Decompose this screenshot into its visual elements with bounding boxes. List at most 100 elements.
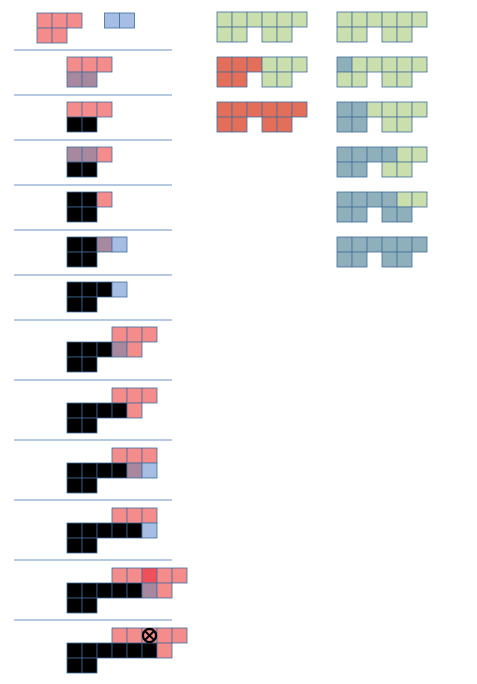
grid-cell [381,251,398,268]
grid-cell [396,71,413,88]
grid-cell [261,116,278,133]
grid-cell [66,537,83,554]
grid-cell [96,522,113,539]
grid-cell [66,191,83,208]
grid-cell [126,507,143,524]
shape-b1 [336,11,428,43]
step-5 [66,191,113,223]
grid-cell [336,206,353,223]
grid-cell [411,11,428,28]
grid-cell [351,191,368,208]
grid-cell [381,146,398,163]
grid-cell [81,146,98,163]
grid-cell [336,26,353,43]
grid-cell [96,191,113,208]
grid-cell [66,101,83,118]
grid-cell [141,462,158,479]
grid-cell [66,356,83,373]
grid-cell [291,56,308,73]
grid-cell [336,146,353,163]
left-step-column [36,12,188,674]
grid-cell [66,582,83,599]
step-10 [66,447,158,494]
grid-cell [111,462,128,479]
grid-cell [126,582,143,599]
grid-cell [81,597,98,614]
grid-cell [366,56,383,73]
grid-cell [366,101,383,118]
grid-cell [81,56,98,73]
step-8 [66,326,158,373]
grid-cell [96,462,113,479]
grid-cell [351,206,368,223]
grid-cell [111,447,128,464]
grid-cell [261,101,278,118]
grid-cell [36,12,53,29]
grid-cell [216,101,233,118]
grid-cell [291,101,308,118]
grid-cell [366,191,383,208]
grid-cell [231,101,248,118]
grid-cell [51,27,68,44]
grid-cell [396,101,413,118]
grid-cell [111,582,128,599]
grid-cell [381,206,398,223]
grid-cell [276,56,293,73]
grid-cell [351,161,368,178]
grid-cell [396,26,413,43]
shape-b3 [336,101,428,133]
shape-b4 [336,146,428,178]
step-3 [66,101,113,133]
grid-cell [396,251,413,268]
grid-cell [246,56,263,73]
grid-cell [276,116,293,133]
step-11 [66,507,158,554]
grid-cell [336,236,353,253]
grid-cell [411,101,428,118]
grid-cell [396,11,413,28]
grid-cell [66,657,83,674]
grid-cell [156,627,173,644]
step-13 [66,627,188,674]
step-7 [66,281,128,313]
grid-cell [126,642,143,659]
grid-cell [66,341,83,358]
grid-cell [66,402,83,419]
grid-cell [261,11,278,28]
grid-cell [351,146,368,163]
grid-cell [396,161,413,178]
grid-cell [81,206,98,223]
right-shape-columns [216,11,428,268]
step-4 [66,146,113,178]
grid-cell [351,56,368,73]
grid-cell [81,477,98,494]
grid-cell [231,116,248,133]
grid-cell [396,116,413,133]
grid-cell [66,71,83,88]
grid-cell [336,11,353,28]
step-12 [66,567,188,614]
grid-cell [66,146,83,163]
grid-cell [66,281,83,298]
grid-cell [126,341,143,358]
step-9 [66,387,158,434]
grid-cell [381,116,398,133]
grid-cell [126,462,143,479]
grid-cell [96,56,113,73]
grid-cell [96,281,113,298]
grid-cell [336,71,353,88]
grid-cell [246,11,263,28]
grid-cell [81,296,98,313]
grid-cell [156,642,173,659]
grid-cell [66,417,83,434]
grid-cell [111,281,128,298]
grid-cell [216,56,233,73]
cross-marker-icon [141,627,158,644]
grid-cell [66,522,83,539]
grid-cell [66,236,83,253]
grid-cell [396,191,413,208]
grid-cell [381,161,398,178]
grid-cell [81,642,98,659]
grid-cell [141,522,158,539]
